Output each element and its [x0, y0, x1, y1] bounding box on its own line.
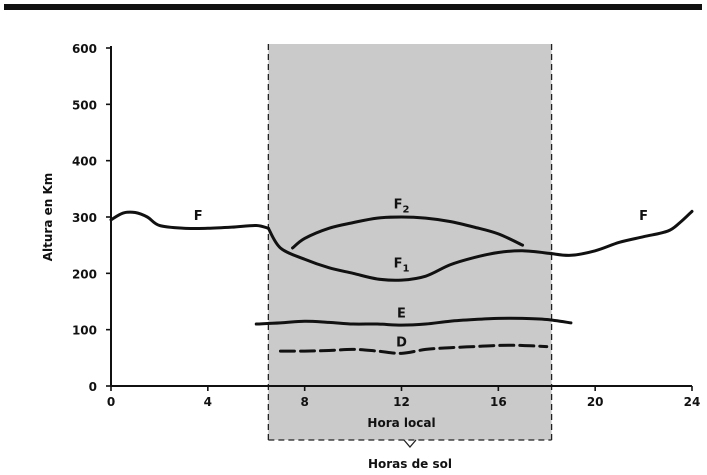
daylight-pointer	[403, 439, 417, 448]
layer-curve-e	[254, 316, 573, 327]
layer-curves	[109, 209, 694, 355]
y-tick-label: 600	[72, 42, 97, 56]
y-tick-label: 100	[72, 324, 97, 338]
top-rule	[4, 4, 702, 10]
x-tick-label: 20	[587, 395, 604, 409]
y-tick-label: 500	[72, 98, 97, 112]
layer-curve-f	[550, 209, 694, 257]
layer-label-e: E	[397, 306, 406, 321]
y-tick-label: 0	[89, 380, 97, 394]
layer-curve-d	[278, 343, 549, 355]
axis-ticks: 0 4 8 12 16 20 24 0 100 200 300 400 500 600	[72, 42, 700, 409]
y-tick-label: 200	[72, 267, 97, 281]
x-tick-label: 4	[204, 395, 212, 409]
x-tick-label: 12	[393, 395, 410, 409]
layer-curve-f	[109, 210, 270, 231]
x-tick-label: 16	[490, 395, 507, 409]
layer-curve-f1	[266, 226, 554, 282]
y-tick-label: 300	[72, 211, 97, 225]
layer-label-f: F	[194, 209, 203, 224]
x-axis-title: Hora local	[367, 416, 435, 430]
daylight-shaded-region	[268, 44, 552, 440]
layer-curve-f2	[291, 215, 525, 250]
layer-label-d: D	[396, 336, 407, 351]
y-tick-label: 400	[72, 155, 97, 169]
layer-label-f: F	[639, 209, 648, 224]
daylight-label: Horas de sol	[368, 457, 452, 471]
x-tick-label: 0	[107, 395, 115, 409]
y-axis-title: Altura en Km	[41, 173, 55, 262]
x-tick-label: 8	[300, 395, 308, 409]
x-tick-label: 24	[684, 395, 701, 409]
